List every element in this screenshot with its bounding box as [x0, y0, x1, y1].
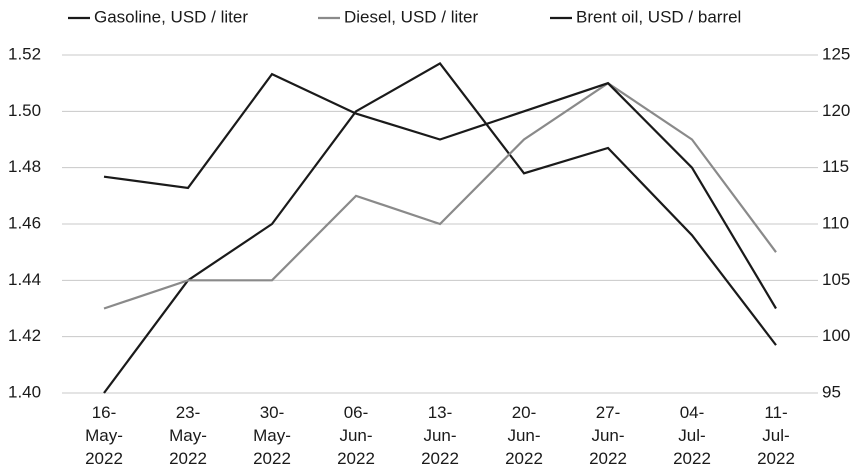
- x-tick-label: 27-Jun-2022: [589, 403, 627, 468]
- y-tick-label: 1.46: [8, 213, 41, 232]
- y2-tick-label: 115: [822, 157, 849, 176]
- y-tick-label: 1.52: [8, 44, 41, 63]
- y2-tick-label: 105: [822, 270, 850, 289]
- x-tick-label: 13-Jun-2022: [421, 403, 459, 468]
- x-tick-label: 20-Jun-2022: [505, 403, 543, 468]
- y-tick-label: 1.44: [8, 270, 41, 289]
- x-tick-label: 23-May-2022: [169, 403, 207, 468]
- legend-label: Brent oil, USD / barrel: [576, 7, 741, 26]
- x-tick-label: 30-May-2022: [253, 403, 291, 468]
- legend-label: Diesel, USD / liter: [344, 7, 478, 26]
- y2-tick-label: 125: [822, 44, 850, 63]
- y2-tick-label: 100: [822, 326, 850, 345]
- x-tick-label: 06-Jun-2022: [337, 403, 375, 468]
- y-tick-label: 1.50: [8, 101, 41, 120]
- x-tick-label: 11-Jul-2022: [757, 403, 795, 468]
- x-tick-label: 04-Jul-2022: [673, 403, 711, 468]
- y2-tick-label: 95: [822, 382, 841, 401]
- series-line: [103, 81, 777, 310]
- y-tick-label: 1.40: [8, 382, 41, 401]
- y2-tick-label: 120: [822, 101, 850, 120]
- y2-tick-label: 110: [822, 213, 849, 232]
- x-tick-label: 16-May-2022: [85, 403, 123, 468]
- legend-label: Gasoline, USD / liter: [94, 7, 248, 26]
- series-line: [103, 72, 777, 310]
- series-line: [103, 62, 777, 394]
- y-tick-label: 1.48: [8, 157, 41, 176]
- y-tick-label: 1.42: [8, 326, 41, 345]
